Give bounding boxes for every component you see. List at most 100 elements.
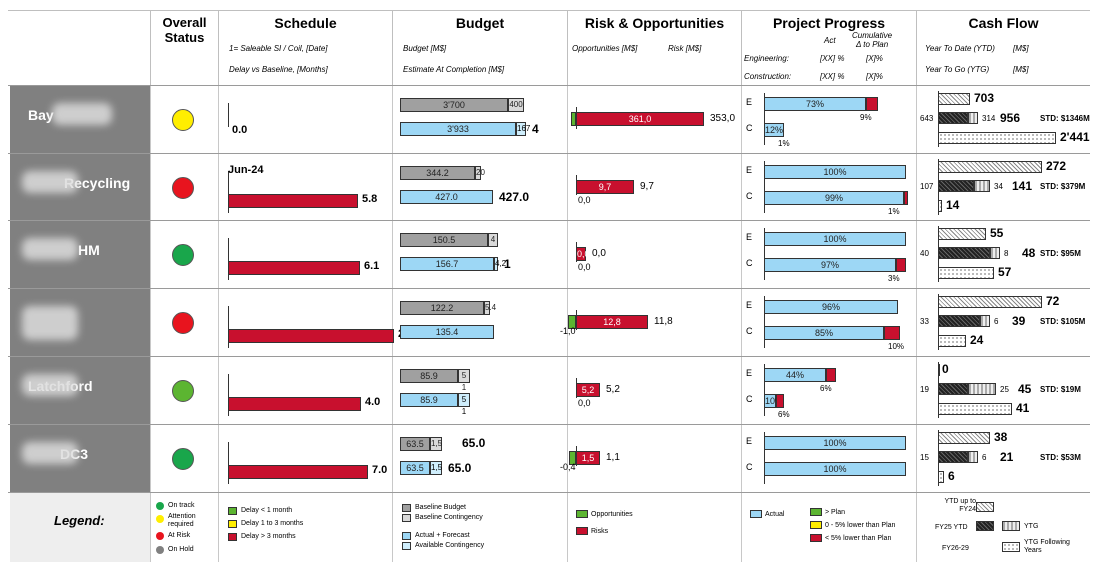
legend-swatch-ac	[402, 542, 411, 550]
legend-swatch-green	[228, 507, 237, 515]
cash-right-value: 6	[994, 317, 999, 326]
cash-fy25-bar	[938, 451, 968, 463]
budget-contingency-bar: 1,5	[430, 437, 442, 451]
cash-ytd-value: 0	[942, 362, 949, 376]
schedule-title: Schedule	[274, 15, 337, 31]
header-cash: Cash Flow Year To Date (YTD) [M$] Year T…	[916, 11, 1090, 85]
legend-bc: Baseline Contingency	[415, 514, 483, 521]
legend-fy25: FY25 YTD	[935, 524, 968, 531]
construction-bar: 100%	[764, 462, 906, 476]
legend-green-dot	[156, 502, 164, 510]
progress-axis	[764, 432, 765, 484]
schedule-delay-bar	[228, 261, 360, 275]
legend-title: Legend:	[54, 513, 105, 528]
progress-act: Act	[824, 36, 836, 45]
engineering-delta-value: 9%	[860, 113, 872, 122]
legend-plan3: < 5% lower than Plan	[825, 535, 892, 542]
schedule-delay-value: 7.0	[372, 464, 388, 476]
redacted-text	[22, 374, 78, 396]
legend-red-dot	[156, 532, 164, 540]
legend-swatch-opp	[576, 510, 588, 518]
eac-bar: 85.9	[400, 393, 458, 407]
legend-af: Actual + Forecast	[415, 532, 470, 539]
legend-plan1: > Plan	[825, 509, 846, 516]
budget-contingency-bar: 400	[508, 98, 524, 112]
opportunity-value: -0,4	[560, 462, 576, 472]
progress-c-label: C	[746, 326, 753, 336]
progress-axis	[764, 228, 765, 280]
progress-con: Construction:	[744, 72, 792, 81]
eac-contingency-bar: 5 1	[458, 393, 470, 416]
progress-cum: Cumulative	[852, 31, 893, 40]
progress-e-label: E	[746, 97, 753, 107]
legend-yellow-dot	[156, 515, 164, 523]
cash-std-value: STD: $379M	[1040, 182, 1086, 191]
eac-bar: 3'933	[400, 122, 516, 136]
status-dot	[172, 177, 194, 199]
risk-total: 9,7	[640, 181, 654, 192]
cash-right-value: 25	[1000, 385, 1009, 394]
eac-total: 1	[504, 257, 511, 271]
header-risk: Risk & Opportunities Opportunities [M$] …	[567, 11, 741, 85]
cash-total-value: 21	[1000, 450, 1014, 464]
legend-swatch-plan2	[810, 521, 822, 529]
legend-swatch-dark	[976, 521, 994, 531]
legend-swatch-dots	[1002, 542, 1020, 552]
engineering-delta-bar	[826, 368, 836, 382]
engineering-bar: 96%	[764, 300, 898, 314]
engineering-bar: 100%	[764, 436, 906, 450]
progress-axis	[764, 161, 765, 213]
progress-c-label: C	[746, 191, 753, 201]
cash-ytg-bar	[974, 180, 990, 192]
legend-swatch-bb	[402, 504, 411, 512]
engineering-delta-bar	[866, 97, 878, 111]
col-sep	[218, 85, 219, 562]
legend-swatch-check	[1002, 521, 1020, 531]
risk-total: 1,1	[606, 452, 620, 463]
header-progress: Project Progress Act Cumulative Δ to Pla…	[741, 11, 916, 85]
engineering-bar: 100%	[764, 232, 906, 246]
progress-xx3: [XX] %	[820, 72, 845, 81]
construction-delta-value: 10%	[888, 342, 905, 351]
project-name: Recycling	[64, 175, 131, 191]
cash-title: Cash Flow	[968, 15, 1039, 31]
progress-xx2: [X]%	[866, 54, 883, 63]
cash-ytd-bar	[938, 364, 940, 376]
risk-total: 0,0	[592, 248, 606, 259]
cash-left-value: 40	[920, 249, 929, 258]
schedule-delay-bar	[228, 329, 394, 343]
cash-ytg-bar	[968, 383, 996, 395]
progress-c-label: C	[746, 462, 753, 472]
cash-following-bar	[938, 200, 942, 212]
cash-following-bar	[938, 335, 966, 347]
row-divider	[8, 85, 1090, 86]
legend-on-track: On track	[168, 502, 195, 509]
cash-following-value: 41	[1016, 401, 1030, 415]
engineering-bar: 44%	[764, 368, 826, 382]
cash-ytd-bar	[938, 93, 970, 105]
cash-ytd-value: 38	[994, 430, 1008, 444]
legend-swatch-hatch	[976, 502, 994, 512]
cash-following-value: 57	[998, 265, 1012, 279]
opportunity-value: 0,0	[578, 195, 591, 205]
eac-bar: 63.5	[400, 461, 430, 475]
schedule-sub2: Delay vs Baseline, [Months]	[229, 65, 328, 74]
progress-c-label: C	[746, 394, 753, 404]
legend-fy26: FY26-29	[942, 545, 969, 552]
schedule-delay-bar	[228, 397, 361, 411]
cash-following-bar	[938, 471, 944, 483]
legend-swatch-actual	[750, 510, 762, 518]
progress-xx4: [X]%	[866, 72, 883, 81]
header-schedule: Schedule 1= Saleable SI / Coil, [Date] D…	[218, 11, 392, 85]
cash-fy25-bar	[938, 112, 968, 124]
cash-std-value: STD: $95M	[1040, 249, 1081, 258]
progress-axis	[764, 364, 765, 416]
cash-ytd-value: 55	[990, 226, 1004, 240]
status-title: Overall Status	[162, 15, 207, 45]
legend-swatch-af	[402, 532, 411, 540]
status-dot	[172, 380, 194, 402]
budget-sub2: Estimate At Completion [M$]	[403, 65, 505, 74]
cash-std-value: STD: $19M	[1040, 385, 1081, 394]
status-dot	[172, 244, 194, 266]
risk-bar: 9,7	[576, 180, 634, 194]
